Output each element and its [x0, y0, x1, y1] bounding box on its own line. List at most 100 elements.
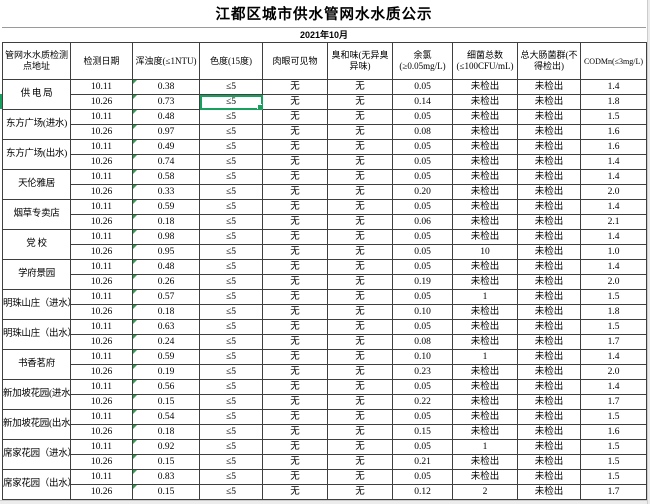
- cell-bacteria[interactable]: 未检出: [452, 469, 518, 485]
- cell-bacteria[interactable]: 未检出: [452, 109, 518, 125]
- cell-visible[interactable]: 无: [262, 424, 328, 440]
- cell-coliform[interactable]: 未检出: [517, 259, 581, 275]
- cell-turbidity[interactable]: 0.63: [132, 319, 200, 335]
- cell-chlorine[interactable]: 0.22: [392, 394, 453, 410]
- cell-odor[interactable]: 无: [327, 379, 393, 395]
- cell-visible[interactable]: 无: [262, 319, 328, 335]
- cell-coliform[interactable]: 未检出: [517, 319, 581, 335]
- cell-bacteria[interactable]: 未检出: [452, 319, 518, 335]
- cell-bacteria[interactable]: 未检出: [452, 139, 518, 155]
- cell-bacteria[interactable]: 未检出: [452, 394, 518, 410]
- cell-visible[interactable]: 无: [262, 439, 328, 455]
- cell-color[interactable]: ≤5: [199, 124, 263, 140]
- cell-color[interactable]: ≤5: [199, 199, 263, 215]
- cell-odor[interactable]: 无: [327, 334, 393, 350]
- cell-date[interactable]: 10.11: [70, 109, 133, 125]
- cell-visible[interactable]: 无: [262, 334, 328, 350]
- cell-codmn[interactable]: 2.0: [580, 184, 647, 200]
- cell-date[interactable]: 10.26: [70, 394, 133, 410]
- cell-chlorine[interactable]: 0.05: [392, 409, 453, 425]
- cell-date[interactable]: 10.26: [70, 484, 133, 500]
- cell-codmn[interactable]: 1.6: [580, 139, 647, 155]
- cell-chlorine[interactable]: 0.05: [392, 79, 453, 95]
- cell-visible[interactable]: 无: [262, 154, 328, 170]
- cell-turbidity[interactable]: 0.18: [132, 424, 200, 440]
- cell-coliform[interactable]: 未检出: [517, 394, 581, 410]
- cell-date[interactable]: 10.11: [70, 169, 133, 185]
- cell-codmn[interactable]: 1.4: [580, 199, 647, 215]
- cell-date[interactable]: 10.11: [70, 199, 133, 215]
- cell-turbidity[interactable]: 0.95: [132, 244, 200, 260]
- cell-date[interactable]: 10.11: [70, 79, 133, 95]
- cell-odor[interactable]: 无: [327, 394, 393, 410]
- cell-odor[interactable]: 无: [327, 139, 393, 155]
- cell-chlorine[interactable]: 0.15: [392, 424, 453, 440]
- cell-color[interactable]: ≤5: [199, 244, 263, 260]
- cell-date[interactable]: 10.26: [70, 274, 133, 290]
- cell-chlorine[interactable]: 0.05: [392, 139, 453, 155]
- cell-codmn[interactable]: 1.5: [580, 409, 647, 425]
- cell-visible[interactable]: 无: [262, 214, 328, 230]
- cell-date[interactable]: 10.26: [70, 364, 133, 380]
- cell-bacteria[interactable]: 未检出: [452, 229, 518, 245]
- cell-date[interactable]: 10.26: [70, 214, 133, 230]
- cell-bacteria[interactable]: 1: [452, 349, 518, 365]
- cell-color[interactable]: ≤5: [199, 484, 263, 500]
- cell-visible[interactable]: 无: [262, 109, 328, 125]
- cell-chlorine[interactable]: 0.05: [392, 469, 453, 485]
- cell-visible[interactable]: 无: [262, 169, 328, 185]
- cell-date[interactable]: 10.11: [70, 409, 133, 425]
- cell-location[interactable]: 席家花园（进水）: [2, 439, 71, 470]
- cell-date[interactable]: 10.11: [70, 379, 133, 395]
- cell-bacteria[interactable]: 未检出: [452, 409, 518, 425]
- cell-turbidity[interactable]: 0.48: [132, 109, 200, 125]
- cell-color[interactable]: ≤5: [199, 184, 263, 200]
- cell-codmn[interactable]: 2.0: [580, 364, 647, 380]
- cell-coliform[interactable]: 未检出: [517, 304, 581, 320]
- cell-turbidity[interactable]: 0.56: [132, 379, 200, 395]
- cell-coliform[interactable]: 未检出: [517, 229, 581, 245]
- cell-date[interactable]: 10.11: [70, 259, 133, 275]
- cell-coliform[interactable]: 未检出: [517, 424, 581, 440]
- cell-visible[interactable]: 无: [262, 484, 328, 500]
- cell-color[interactable]: ≤5: [199, 154, 263, 170]
- cell-bacteria[interactable]: 未检出: [452, 274, 518, 290]
- cell-location[interactable]: 烟草专卖店: [2, 199, 71, 230]
- cell-codmn[interactable]: 1.4: [580, 229, 647, 245]
- cell-codmn[interactable]: 1.6: [580, 424, 647, 440]
- cell-coliform[interactable]: 未检出: [517, 334, 581, 350]
- cell-turbidity[interactable]: 0.38: [132, 79, 200, 95]
- cell-chlorine[interactable]: 0.05: [392, 244, 453, 260]
- cell-date[interactable]: 10.11: [70, 439, 133, 455]
- cell-turbidity[interactable]: 0.49: [132, 139, 200, 155]
- cell-turbidity[interactable]: 0.73: [132, 94, 200, 110]
- cell-turbidity[interactable]: 0.57: [132, 289, 200, 305]
- cell-date[interactable]: 10.26: [70, 184, 133, 200]
- cell-odor[interactable]: 无: [327, 409, 393, 425]
- cell-codmn[interactable]: 1.4: [580, 349, 647, 365]
- cell-color[interactable]: ≤5: [199, 214, 263, 230]
- cell-date[interactable]: 10.26: [70, 334, 133, 350]
- cell-turbidity[interactable]: 0.59: [132, 199, 200, 215]
- cell-location[interactable]: 书香茗府: [2, 349, 71, 380]
- cell-date[interactable]: 10.11: [70, 289, 133, 305]
- cell-coliform[interactable]: 未检出: [517, 79, 581, 95]
- cell-odor[interactable]: 无: [327, 154, 393, 170]
- cell-bacteria[interactable]: 未检出: [452, 124, 518, 140]
- cell-color[interactable]: ≤5: [199, 274, 263, 290]
- cell-bacteria[interactable]: 未检出: [452, 79, 518, 95]
- cell-date[interactable]: 10.26: [70, 244, 133, 260]
- cell-coliform[interactable]: 未检出: [517, 364, 581, 380]
- cell-bacteria[interactable]: 未检出: [452, 379, 518, 395]
- cell-location[interactable]: 明珠山庄（进水）: [2, 289, 71, 320]
- cell-location[interactable]: 新加坡花园(进水): [2, 379, 71, 410]
- cell-visible[interactable]: 无: [262, 199, 328, 215]
- cell-bacteria[interactable]: 未检出: [452, 304, 518, 320]
- cell-coliform[interactable]: 未检出: [517, 409, 581, 425]
- cell-odor[interactable]: 无: [327, 244, 393, 260]
- cell-bacteria[interactable]: 2: [452, 484, 518, 500]
- cell-chlorine[interactable]: 0.05: [392, 289, 453, 305]
- cell-visible[interactable]: 无: [262, 274, 328, 290]
- cell-odor[interactable]: 无: [327, 364, 393, 380]
- cell-bacteria[interactable]: 未检出: [452, 334, 518, 350]
